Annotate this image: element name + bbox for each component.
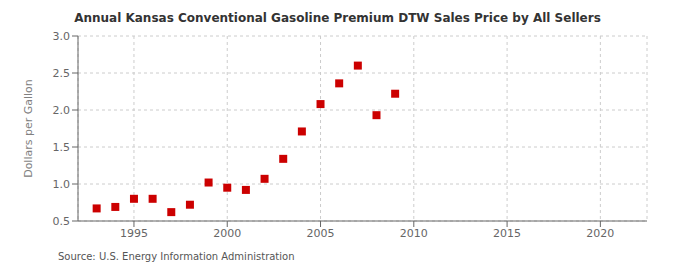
svg-text:2010: 2010	[400, 227, 428, 240]
svg-text:0.5: 0.5	[53, 215, 71, 228]
svg-text:1.0: 1.0	[53, 178, 71, 191]
svg-text:1995: 1995	[120, 227, 148, 240]
svg-text:2.0: 2.0	[53, 104, 71, 117]
html-text:Annual Kansas Conventional Gas: Annual Kansas Conventional Gasoline Prem…	[74, 11, 601, 25]
svg-text:2.5: 2.5	[53, 67, 71, 80]
svg-text:1.5: 1.5	[53, 141, 71, 154]
svg-text:2005: 2005	[307, 227, 335, 240]
svg-text:Dollars per Gallon: Dollars per Gallon	[22, 79, 35, 178]
svg-text:2020: 2020	[586, 227, 614, 240]
svg-text:3.0: 3.0	[53, 30, 71, 43]
svg-text:2015: 2015	[493, 227, 521, 240]
html-text:Source: U.S. Energy Informatio: Source: U.S. Energy Information Administ…	[58, 251, 295, 262]
svg-text:2000: 2000	[213, 227, 241, 240]
